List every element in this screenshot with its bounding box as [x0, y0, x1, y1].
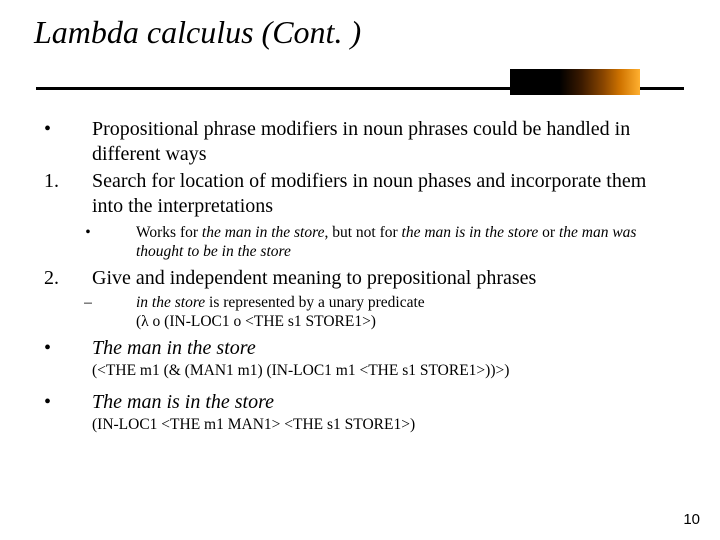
bullet-marker: • — [40, 390, 92, 415]
sub-bullet-marker: • — [40, 223, 136, 262]
sub-dash-text: in the store is represented by a unary p… — [136, 293, 680, 332]
text-span: Works for — [136, 224, 202, 241]
bullet-text: Propositional phrase modifiers in noun p… — [92, 117, 680, 167]
text-span: is represented by a unary predicate — [205, 294, 424, 311]
rule-gradient-block — [510, 69, 640, 95]
title-rule — [0, 79, 720, 99]
sub-bullet-item: • Works for the man in the store, but no… — [40, 223, 680, 262]
bullet-text-italic: The man in the store — [92, 336, 680, 361]
page-number: 10 — [683, 511, 700, 528]
sub-dash-item: – in the store is represented by a unary… — [40, 293, 680, 332]
code-line: (<THE m1 (& (MAN1 m1) (IN-LOC1 m1 <THE s… — [92, 361, 680, 380]
code-line: (IN-LOC1 <THE m1 MAN1> <THE s1 STORE1>) — [92, 415, 680, 434]
code-span: (λ o (IN-LOC1 o <THE s1 STORE1>) — [136, 313, 376, 330]
sub-dash-marker: – — [40, 293, 136, 332]
italic-span: the man in the store — [202, 224, 325, 241]
slide-title: Lambda calculus (Cont. ) — [0, 0, 720, 51]
numbered-text: Search for location of modifiers in noun… — [92, 169, 680, 219]
text-span: or — [538, 224, 559, 241]
bullet-text-italic: The man is in the store — [92, 390, 680, 415]
bullet-item: • Propositional phrase modifiers in noun… — [40, 117, 680, 167]
bullet-item: • The man is in the store — [40, 390, 680, 415]
text-span: , but not for — [324, 224, 401, 241]
slide-body: • Propositional phrase modifiers in noun… — [0, 99, 720, 434]
bullet-marker: • — [40, 336, 92, 361]
numbered-text: Give and independent meaning to preposit… — [92, 266, 680, 291]
number-marker: 1. — [40, 169, 92, 219]
sub-bullet-text: Works for the man in the store, but not … — [136, 223, 680, 262]
italic-span: in the store — [136, 294, 205, 311]
numbered-item: 2. Give and independent meaning to prepo… — [40, 266, 680, 291]
bullet-marker: • — [40, 117, 92, 167]
bullet-item: • The man in the store — [40, 336, 680, 361]
numbered-item: 1. Search for location of modifiers in n… — [40, 169, 680, 219]
number-marker: 2. — [40, 266, 92, 291]
italic-span: the man is in the store — [402, 224, 539, 241]
